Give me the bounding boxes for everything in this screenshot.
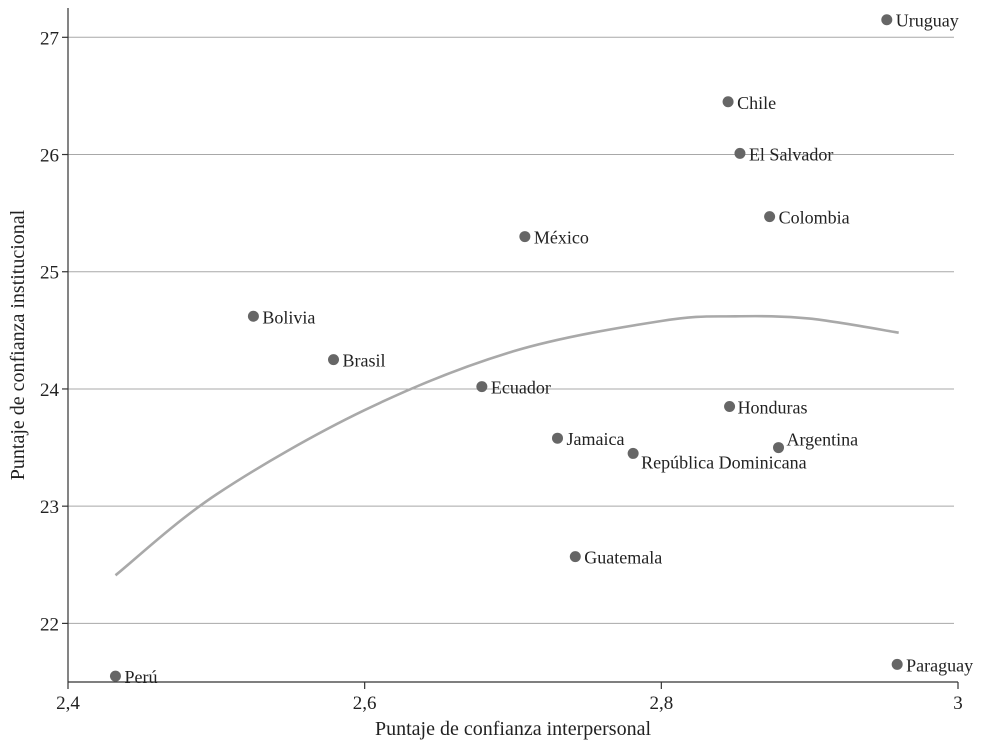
point-label: Honduras [738,398,808,418]
point-label: Brasil [343,351,386,371]
data-point [476,381,488,393]
y-tick-label: 26 [40,146,59,167]
x-tick-label: 2,6 [353,693,377,714]
data-point [764,211,776,223]
point-label: Jamaica [567,429,625,449]
point-label: República Dominicana [641,452,806,472]
point-label: México [534,228,589,248]
y-tick-label: 22 [40,614,59,635]
point-label: Paraguay [906,655,973,675]
y-tick-label: 23 [40,497,59,518]
data-point [247,310,259,322]
data-point [569,551,581,563]
axes [67,8,958,683]
data-point [881,14,893,26]
point-label: Uruguay [896,11,959,31]
point-label: Ecuador [491,378,551,398]
point-label: Bolivia [262,307,315,327]
data-point [328,354,340,366]
data-point [734,147,746,159]
data-point [724,401,736,413]
data-point [627,447,639,459]
y-tick-label: 27 [40,28,59,49]
x-tick-label: 2,8 [649,693,673,714]
fit-curve [114,314,899,577]
y-tick-label: 24 [40,380,60,401]
point-label: Guatemala [584,548,662,568]
point-label: Argentina [787,430,859,450]
y-axis-title: Puntaje de confianza institucional [7,209,29,480]
data-point [552,432,563,444]
x-tick-label: 3 [953,693,963,714]
point-label: Chile [737,93,776,113]
point-label: El Salvador [749,144,833,164]
y-tick-label: 25 [40,263,59,284]
point-label: Colombia [779,208,850,228]
x-tick-label: 2,4 [56,693,80,714]
x-axis-title: Puntaje de confianza interpersonal [375,718,651,740]
point-label: Perú [124,667,157,687]
data-point [519,231,531,243]
gridlines [68,36,954,624]
data-point [891,658,903,670]
data-point [722,96,734,108]
axis-ticks: 22 23 24 25 26 27 2,4 2,6 2,8 3 [40,28,963,714]
data-points: Uruguay Chile El Salvador Colombia México Bol… [109,11,973,687]
data-point [773,442,785,454]
data-point [109,670,121,682]
